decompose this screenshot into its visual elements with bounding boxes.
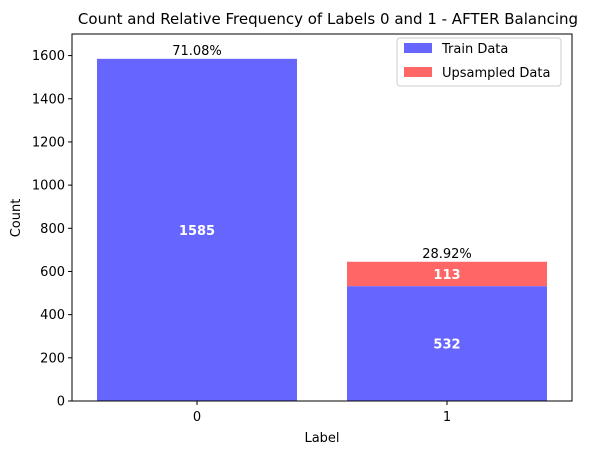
bar-train-1 [347, 286, 547, 401]
y-axis: 0 200 400 600 800 1000 1200 1400 1600 [32, 49, 72, 410]
bar-train-0 [97, 58, 297, 401]
x-tick-label-1: 1 [443, 410, 451, 425]
y-tick-label-400: 400 [40, 308, 65, 323]
legend-label-train: Train Data [441, 42, 508, 57]
y-tick-label-600: 600 [40, 265, 65, 280]
legend-box [396, 37, 562, 87]
percentage-label-1: 28.92% [422, 247, 472, 262]
legend-swatch-upsampled [404, 67, 432, 77]
y-tick-label-0: 0 [57, 395, 65, 410]
legend-label-upsampled: Upsampled Data [442, 66, 550, 81]
y-tick-label-200: 200 [40, 351, 65, 366]
y-tick-label-1600: 1600 [32, 49, 65, 64]
x-tick-label-0: 0 [193, 410, 201, 425]
y-tick-label-1400: 1400 [32, 92, 65, 107]
x-axis-label: Label [304, 431, 339, 446]
plot-frame [71, 33, 573, 402]
y-tick-label-1200: 1200 [32, 135, 65, 150]
bars-group: 1585 71.08% 532 113 28.92% [97, 44, 547, 401]
legend: Train Data Upsampled Data [396, 37, 562, 87]
y-axis-label: Count [9, 199, 24, 238]
data-label-upsampled-1: 113 [433, 268, 460, 283]
percentage-label-0: 71.08% [172, 44, 222, 59]
y-tick-label-1000: 1000 [32, 179, 65, 194]
data-label-train-0: 1585 [179, 224, 215, 239]
y-tick-label-800: 800 [40, 222, 65, 237]
data-label-train-1: 532 [433, 338, 460, 353]
bar-upsampled-1 [347, 261, 547, 287]
legend-swatch-train [404, 43, 432, 53]
chart-title: Count and Relative Frequency of Labels 0… [78, 10, 578, 28]
